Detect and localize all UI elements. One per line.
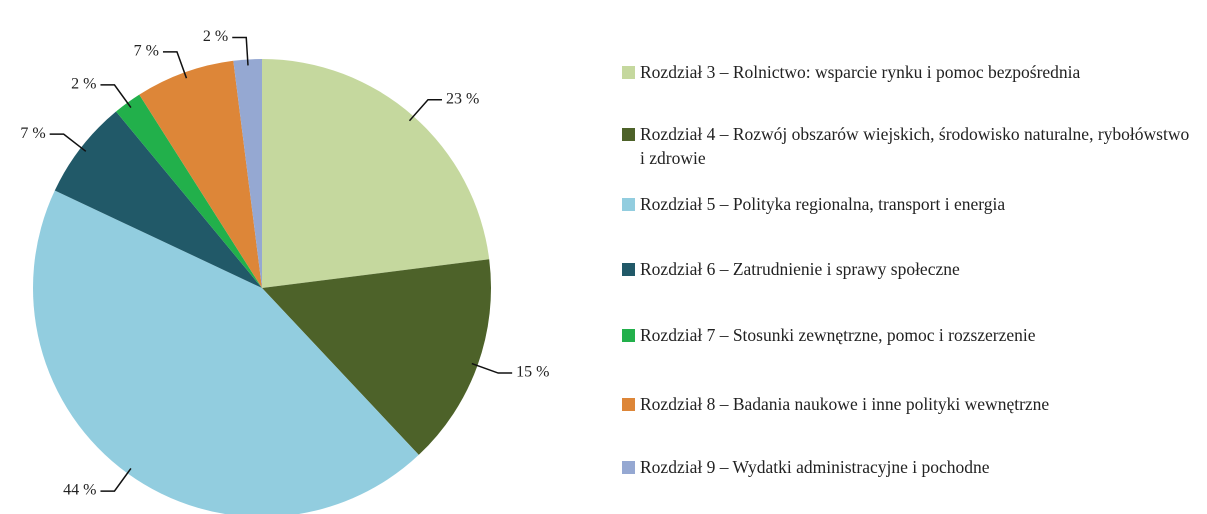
legend-swatch (622, 329, 635, 342)
legend-item: Rozdział 4 – Rozwój obszarów wiejskich, … (622, 122, 1192, 170)
pie-slice (262, 259, 491, 455)
legend-label: Rozdział 7 – Stosunki zewnętrzne, pomoc … (640, 325, 1036, 345)
pie-slice (33, 190, 419, 514)
legend-item: Rozdział 6 – Zatrudnienie i sprawy społe… (622, 257, 1192, 281)
pie-slice (262, 59, 490, 288)
legend-swatch (622, 198, 635, 211)
legend-swatch (622, 128, 635, 141)
data-label: 23 % (446, 90, 479, 107)
data-label: 7 % (134, 43, 159, 60)
legend-label: Rozdział 6 – Zatrudnienie i sprawy społe… (640, 259, 960, 279)
data-label: 2 % (203, 28, 228, 45)
legend-item: Rozdział 7 – Stosunki zewnętrzne, pomoc … (622, 323, 1192, 347)
legend-item: Rozdział 8 – Badania naukowe i inne poli… (622, 392, 1192, 416)
leader-line (408, 98, 442, 122)
legend-swatch (622, 66, 635, 79)
legend-item: Rozdział 5 – Polityka regionalna, transp… (622, 192, 1192, 216)
leader-line (162, 51, 188, 79)
legend-label: Rozdział 4 – Rozwój obszarów wiejskich, … (640, 124, 1190, 168)
legend-swatch (622, 398, 635, 411)
legend-item: Rozdział 3 – Rolnictwo: wsparcie rynku i… (622, 60, 1192, 84)
legend-label: Rozdział 8 – Badania naukowe i inne poli… (640, 394, 1050, 414)
data-label: 44 % (63, 482, 96, 499)
data-label: 2 % (71, 76, 96, 93)
leader-line (471, 362, 513, 374)
leader-line (100, 467, 132, 492)
leader-line (49, 133, 87, 152)
pie-slice (116, 94, 262, 289)
legend-label: Rozdział 3 – Rolnictwo: wsparcie rynku i… (640, 62, 1081, 82)
data-label: 15 % (516, 364, 549, 381)
data-label: 7 % (20, 125, 45, 142)
legend-item: Rozdział 9 – Wydatki administracyjne i p… (622, 455, 1192, 479)
pie-slice (139, 60, 262, 289)
pie-slice (54, 111, 263, 289)
pie-slice (233, 59, 262, 288)
legend-swatch (622, 263, 635, 276)
leader-line (100, 84, 132, 109)
leader-line (232, 36, 249, 66)
legend-swatch (622, 461, 635, 474)
legend-label: Rozdział 9 – Wydatki administracyjne i p… (640, 457, 990, 477)
legend-label: Rozdział 5 – Polityka regionalna, transp… (640, 194, 1006, 214)
